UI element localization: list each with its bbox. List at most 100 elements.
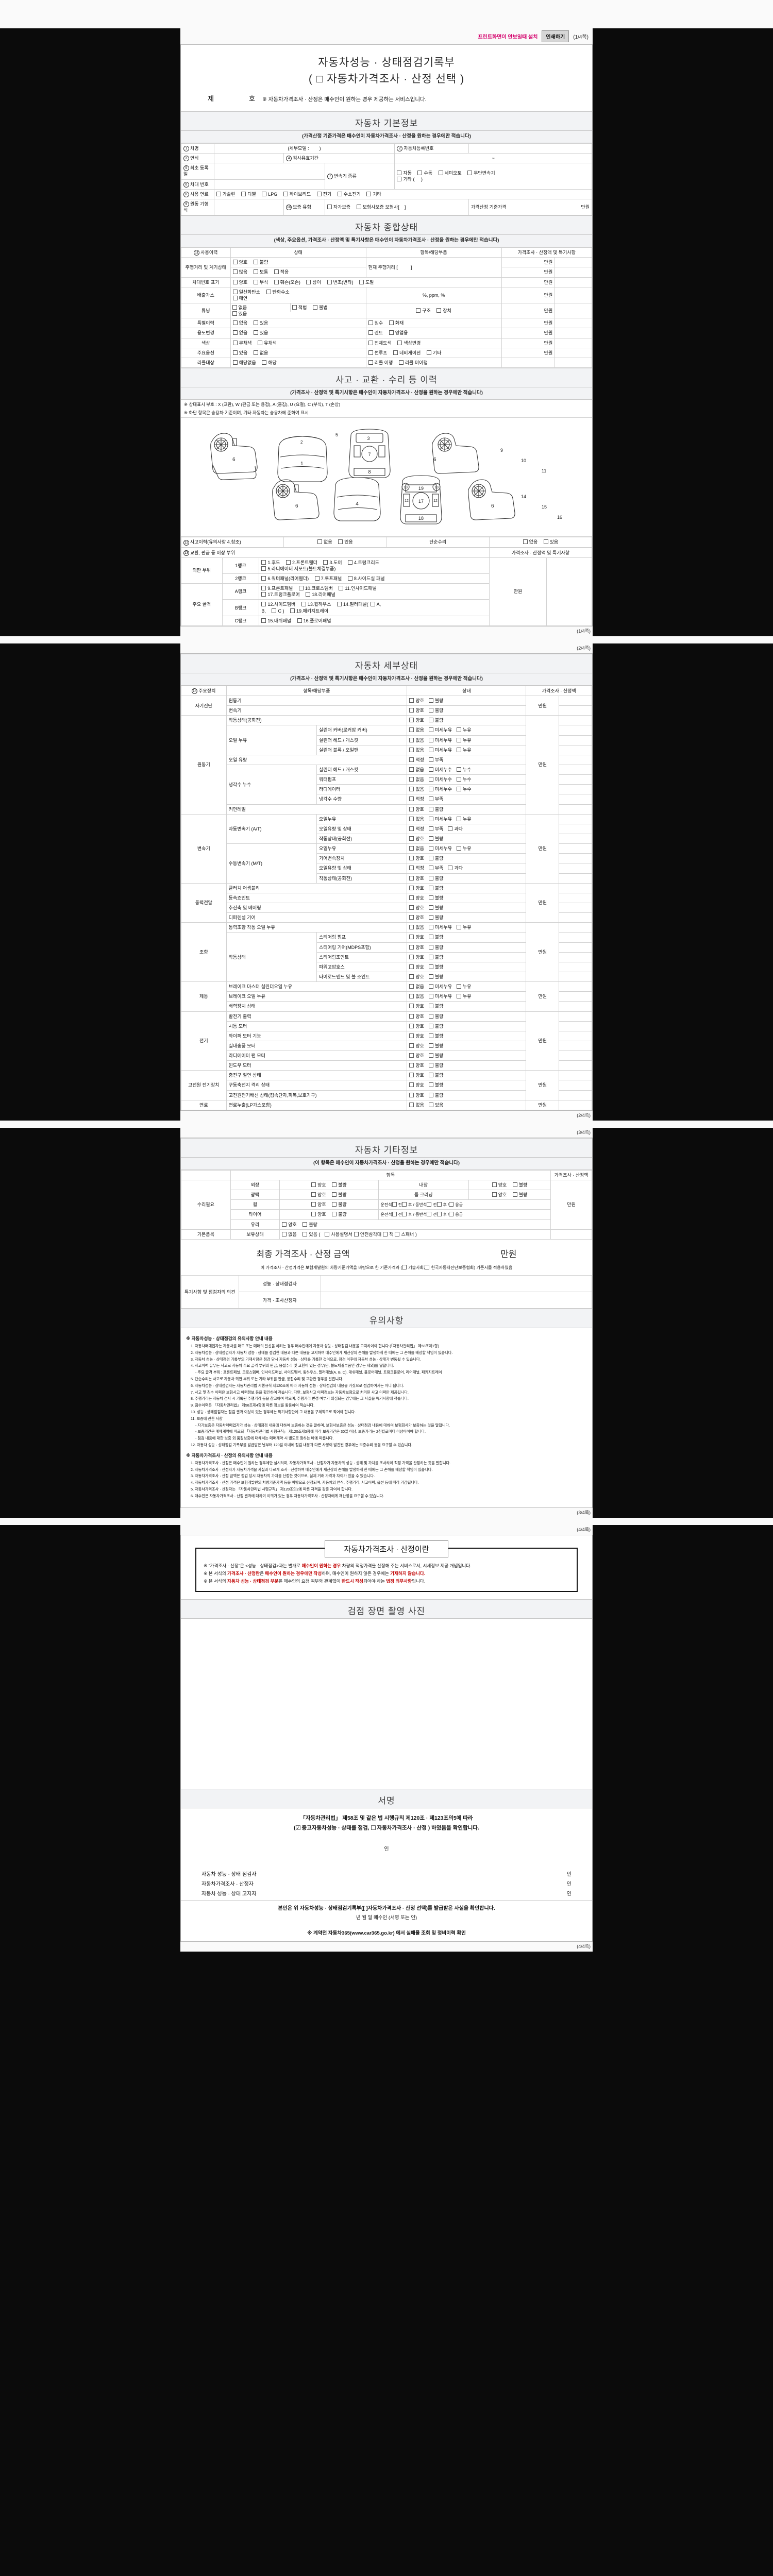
option-부족[interactable]: 부족 bbox=[428, 865, 443, 871]
option-불량[interactable]: 불량 bbox=[428, 954, 443, 960]
checkbox-icon[interactable] bbox=[253, 279, 258, 284]
checkbox-icon[interactable] bbox=[457, 846, 461, 851]
checkbox-icon[interactable] bbox=[354, 1231, 359, 1236]
checkbox-icon[interactable] bbox=[428, 944, 433, 950]
cell-price[interactable]: 만원 bbox=[526, 981, 560, 1012]
option-미세누유[interactable]: 미세누유 bbox=[428, 727, 452, 733]
option-없음[interactable]: 없음 bbox=[409, 747, 424, 753]
cell-state-options[interactable]: 양호 불량 bbox=[407, 873, 527, 884]
cell-state-options[interactable]: 양호 불량 bbox=[407, 1011, 527, 1022]
cell-state-options[interactable]: 없음 미세누유 누유 bbox=[407, 991, 527, 1002]
option-누유[interactable]: 누유 bbox=[457, 727, 472, 733]
option-과다[interactable]: 과다 bbox=[448, 826, 463, 832]
cell-remark[interactable] bbox=[559, 942, 592, 953]
cell-remark[interactable] bbox=[559, 774, 592, 785]
cell-remark[interactable] bbox=[559, 1060, 592, 1071]
cell-state-options[interactable]: 양호 불량 bbox=[407, 961, 527, 972]
checkbox-icon[interactable] bbox=[337, 191, 342, 196]
checkbox-icon[interactable] bbox=[409, 905, 414, 910]
checkbox-icon[interactable] bbox=[317, 539, 323, 545]
cell-price-usechange[interactable]: 만원 bbox=[501, 328, 556, 338]
checkbox-icon[interactable] bbox=[409, 1073, 414, 1078]
checkbox-icon[interactable] bbox=[366, 191, 372, 196]
checkbox-icon[interactable] bbox=[457, 994, 461, 999]
checkbox-icon[interactable] bbox=[409, 994, 414, 999]
option-usechange-yes[interactable]: 있음 bbox=[253, 330, 268, 336]
option-부족[interactable]: 부족 bbox=[428, 826, 443, 832]
option-inside-panel[interactable]: 11.인사이드패널 bbox=[339, 585, 377, 591]
checkbox-icon[interactable] bbox=[457, 767, 461, 772]
option-trans-cvt[interactable]: 무단변속기 bbox=[467, 170, 495, 176]
checkbox-icon[interactable] bbox=[327, 204, 332, 209]
checkbox-icon[interactable] bbox=[428, 895, 433, 900]
cell-price-vin[interactable]: 만원 bbox=[501, 277, 556, 287]
option-누수[interactable]: 누수 bbox=[457, 776, 472, 783]
checkbox-icon[interactable] bbox=[257, 340, 262, 345]
checkbox-icon[interactable] bbox=[216, 191, 221, 196]
option-fuel-hybrid[interactable]: 하이브리드 bbox=[283, 191, 311, 197]
option-불량[interactable]: 불량 bbox=[428, 806, 443, 812]
option-tuning-structure[interactable]: 구조 bbox=[416, 308, 431, 314]
checkbox-icon[interactable] bbox=[298, 586, 304, 591]
option-누유[interactable]: 누유 bbox=[457, 747, 472, 753]
checkbox-icon[interactable] bbox=[253, 320, 258, 326]
checkbox-icon[interactable] bbox=[409, 954, 414, 959]
checkbox-icon[interactable] bbox=[232, 311, 237, 316]
option-불량[interactable]: 불량 bbox=[428, 964, 443, 970]
option-불량[interactable]: 불량 bbox=[428, 855, 443, 861]
option-vin-corrosion[interactable]: 부식 bbox=[253, 279, 268, 285]
checkbox-icon[interactable] bbox=[232, 350, 238, 355]
option-special-yes[interactable]: 있음 bbox=[253, 320, 268, 326]
checkbox-icon[interactable] bbox=[409, 925, 414, 930]
checkbox-icon[interactable] bbox=[311, 1202, 316, 1207]
checkbox-icon[interactable] bbox=[312, 304, 317, 310]
option-simple-yes[interactable]: 있음 bbox=[543, 539, 558, 545]
option-tuning-none[interactable]: 없음 bbox=[232, 304, 247, 311]
cell-rank1-items[interactable]: 1.후드 2.프론트휀더 3.도어 4.트렁크리드 5.라디에이터 서포트(볼트… bbox=[259, 557, 490, 574]
checkbox-icon[interactable] bbox=[409, 747, 414, 752]
option-불량[interactable]: 불량 bbox=[428, 885, 443, 891]
option-package-tray[interactable]: 19.패키지트레이 bbox=[290, 608, 328, 614]
checkbox-icon[interactable] bbox=[398, 360, 404, 365]
option-없음[interactable]: 없음 bbox=[409, 845, 424, 852]
option-trans-semiauto[interactable]: 세미오토 bbox=[438, 170, 462, 176]
signature-row[interactable]: 자동차가격조사 · 산정자 인 bbox=[201, 1878, 572, 1888]
option-누수[interactable]: 누수 bbox=[457, 786, 472, 792]
cell-rankC-items[interactable]: 15.대쉬패널 16.플로어패널 bbox=[259, 615, 490, 626]
checkbox-icon[interactable] bbox=[338, 539, 343, 545]
cell-remark[interactable] bbox=[559, 744, 592, 755]
option-cleaning-bad[interactable]: 불량 bbox=[512, 1192, 527, 1198]
option-fuel-etc[interactable]: 기타 bbox=[366, 191, 381, 197]
cell-remark[interactable] bbox=[559, 1021, 592, 1031]
checkbox-icon[interactable] bbox=[232, 260, 238, 265]
cell-remark-mileage-2[interactable] bbox=[554, 267, 592, 278]
checkbox-icon-checked[interactable] bbox=[295, 1824, 300, 1833]
checkbox-icon[interactable] bbox=[428, 964, 433, 969]
checkbox-icon[interactable] bbox=[286, 560, 291, 565]
cell-vin-value[interactable] bbox=[213, 179, 325, 190]
checkbox-icon[interactable] bbox=[409, 866, 414, 871]
cell-glass-options[interactable]: 양호 불량 bbox=[279, 1219, 551, 1230]
checkbox-icon[interactable] bbox=[409, 984, 414, 989]
option-부족[interactable]: 부족 bbox=[428, 796, 443, 802]
checkbox-icon[interactable] bbox=[492, 1182, 497, 1188]
checkbox-icon[interactable] bbox=[457, 747, 461, 752]
option-없음[interactable]: 없음 bbox=[409, 993, 424, 999]
checkbox-icon[interactable] bbox=[425, 1264, 430, 1269]
option-floor-panel[interactable]: 16.플로어패널 bbox=[297, 618, 331, 624]
checkbox-icon[interactable] bbox=[426, 350, 431, 355]
checkbox-icon[interactable] bbox=[409, 1082, 414, 1088]
option-누유[interactable]: 누유 bbox=[457, 845, 472, 852]
cell-wheel-options[interactable]: 양호 불량 bbox=[279, 1199, 379, 1210]
cell-state-options[interactable]: 양호 불량 bbox=[407, 705, 527, 716]
checkbox-icon[interactable] bbox=[261, 560, 266, 565]
cell-special-item[interactable]: 침수 화재 bbox=[365, 318, 502, 329]
option-recall-na[interactable]: 해당없음 bbox=[232, 360, 256, 366]
checkbox-icon[interactable] bbox=[409, 885, 414, 890]
checkbox-icon[interactable] bbox=[232, 269, 238, 275]
cell-price-mileage-2[interactable]: 만원 bbox=[501, 267, 556, 278]
cell-remark[interactable] bbox=[559, 1070, 592, 1081]
cell-trans-type-options[interactable]: 자동 수동 세미오토 무단변속기 기타 ( ) bbox=[394, 163, 592, 190]
cell-price-options[interactable]: 만원 bbox=[501, 347, 556, 358]
option-full-repaint[interactable]: 전체도색 bbox=[368, 340, 392, 346]
